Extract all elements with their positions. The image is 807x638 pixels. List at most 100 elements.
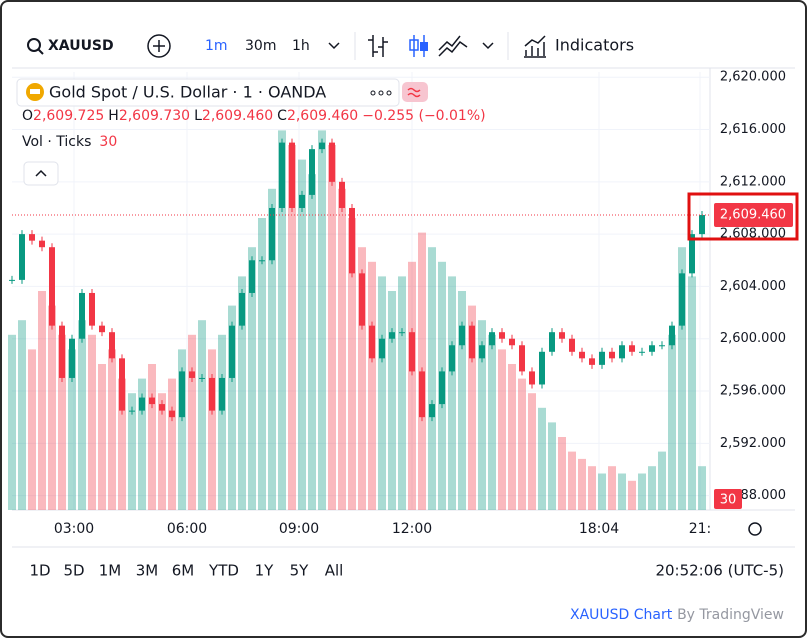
- range-button[interactable]: 5D: [63, 562, 84, 580]
- volume-bar: [48, 305, 56, 510]
- volume-bar: [98, 364, 106, 510]
- candle: [479, 345, 485, 359]
- candle: [279, 142, 285, 208]
- y-tick-label: 2,596.000: [720, 384, 786, 399]
- interval[interactable]: 1m: [205, 38, 228, 54]
- volume-bar: [658, 451, 666, 510]
- candle: [139, 397, 145, 411]
- volume-bar: [698, 466, 706, 510]
- volume-bar: [648, 466, 656, 510]
- range-button[interactable]: 1D: [29, 562, 50, 580]
- candle: [699, 215, 705, 235]
- candle: [259, 260, 265, 262]
- compare-badge[interactable]: [402, 82, 428, 102]
- candle: [679, 273, 685, 326]
- ohlc-value: 2,609.460: [201, 108, 274, 124]
- indicators-icon[interactable]: [524, 35, 546, 58]
- candle: [209, 377, 215, 411]
- volume-bar: [478, 320, 486, 510]
- interval[interactable]: 30m: [245, 38, 276, 54]
- volume-tag-label: 30: [720, 493, 737, 508]
- volume-bar: [18, 320, 26, 510]
- candle: [99, 325, 105, 333]
- settings-icon[interactable]: [748, 522, 762, 536]
- x-tick-label: 06:00: [167, 521, 207, 537]
- volume-bar: [138, 378, 146, 510]
- candle: [269, 207, 275, 261]
- candle: [289, 142, 295, 208]
- volume-bar: [228, 305, 236, 510]
- candle: [29, 234, 35, 241]
- candle: [109, 332, 115, 359]
- candle: [449, 345, 455, 372]
- volume-bar: [328, 145, 336, 510]
- last-price-label: 2,609.460: [720, 208, 786, 223]
- candle: [229, 325, 235, 378]
- volume-bar: [428, 247, 436, 510]
- volume-bar: [198, 320, 206, 510]
- volume-bar: [528, 393, 536, 510]
- y-tick-label: 2,616.000: [720, 122, 786, 137]
- search-icon[interactable]: [27, 38, 41, 52]
- candle: [649, 345, 655, 352]
- candle: [349, 207, 355, 274]
- volume-bar: [258, 218, 266, 510]
- volume-bar: [668, 334, 676, 510]
- collapse-button[interactable]: [23, 161, 59, 186]
- candle: [389, 332, 395, 339]
- symbol-logo: [30, 89, 40, 94]
- candle: [559, 332, 565, 339]
- range-button[interactable]: 1Y: [255, 562, 275, 580]
- candle: [119, 358, 125, 411]
- legend-title: Gold Spot / U.S. Dollar · 1 · OANDA: [49, 83, 326, 102]
- range-button[interactable]: All: [325, 562, 344, 580]
- candle: [659, 345, 665, 347]
- candle: [529, 371, 535, 385]
- interval[interactable]: 1h: [292, 38, 310, 54]
- volume-bar: [148, 364, 156, 510]
- volume-bar: [518, 378, 526, 510]
- candle: [429, 404, 435, 418]
- volume-bar: [678, 247, 686, 510]
- candle: [669, 325, 675, 346]
- candle: [219, 377, 225, 411]
- volume-line: Vol · Ticks 30: [22, 134, 117, 150]
- candle: [379, 338, 385, 359]
- volume-bar: [458, 291, 466, 510]
- candle: [149, 397, 155, 405]
- more[interactable]: [370, 90, 376, 96]
- ohlc-key: C: [277, 108, 287, 124]
- candle: [199, 377, 205, 379]
- volume-bar: [238, 276, 246, 510]
- range-button[interactable]: 6M: [172, 562, 195, 580]
- bars-icon[interactable]: [368, 35, 388, 57]
- range-button[interactable]: 3M: [136, 562, 159, 580]
- area-icon[interactable]: [438, 35, 468, 57]
- ohlc-line: O2,609.725 H2,609.730 L2,609.460 C2,609.460…: [22, 108, 486, 124]
- dropdown[interactable]: [328, 42, 340, 50]
- range-button[interactable]: 1M: [99, 562, 122, 580]
- ohlc-item: H2,609.730: [108, 108, 190, 124]
- candle: [329, 142, 335, 182]
- indicators[interactable]: Indicators: [555, 36, 634, 55]
- x-tick-label: 18:04: [579, 521, 619, 537]
- y-tick-label: 2,620.000: [720, 70, 786, 85]
- volume-bar: [508, 364, 516, 510]
- candle: [399, 332, 405, 334]
- more: [378, 90, 384, 96]
- clock: 20:52:06 (UTC-5): [655, 562, 784, 580]
- y-tick-label: 2,604.000: [720, 279, 786, 294]
- candle: [299, 194, 305, 208]
- candle: [359, 273, 365, 326]
- footer-link[interactable]: XAUUSD Chart: [570, 607, 673, 623]
- dropdown[interactable]: [482, 42, 494, 50]
- range-button[interactable]: 5Y: [290, 562, 310, 580]
- range-button[interactable]: YTD: [208, 562, 239, 580]
- candle: [689, 234, 695, 274]
- candle: [539, 351, 545, 385]
- volume-bar: [588, 466, 596, 510]
- add-symbol[interactable]: [147, 34, 171, 58]
- symbol[interactable]: XAUUSD: [48, 38, 114, 54]
- candle: [469, 325, 475, 359]
